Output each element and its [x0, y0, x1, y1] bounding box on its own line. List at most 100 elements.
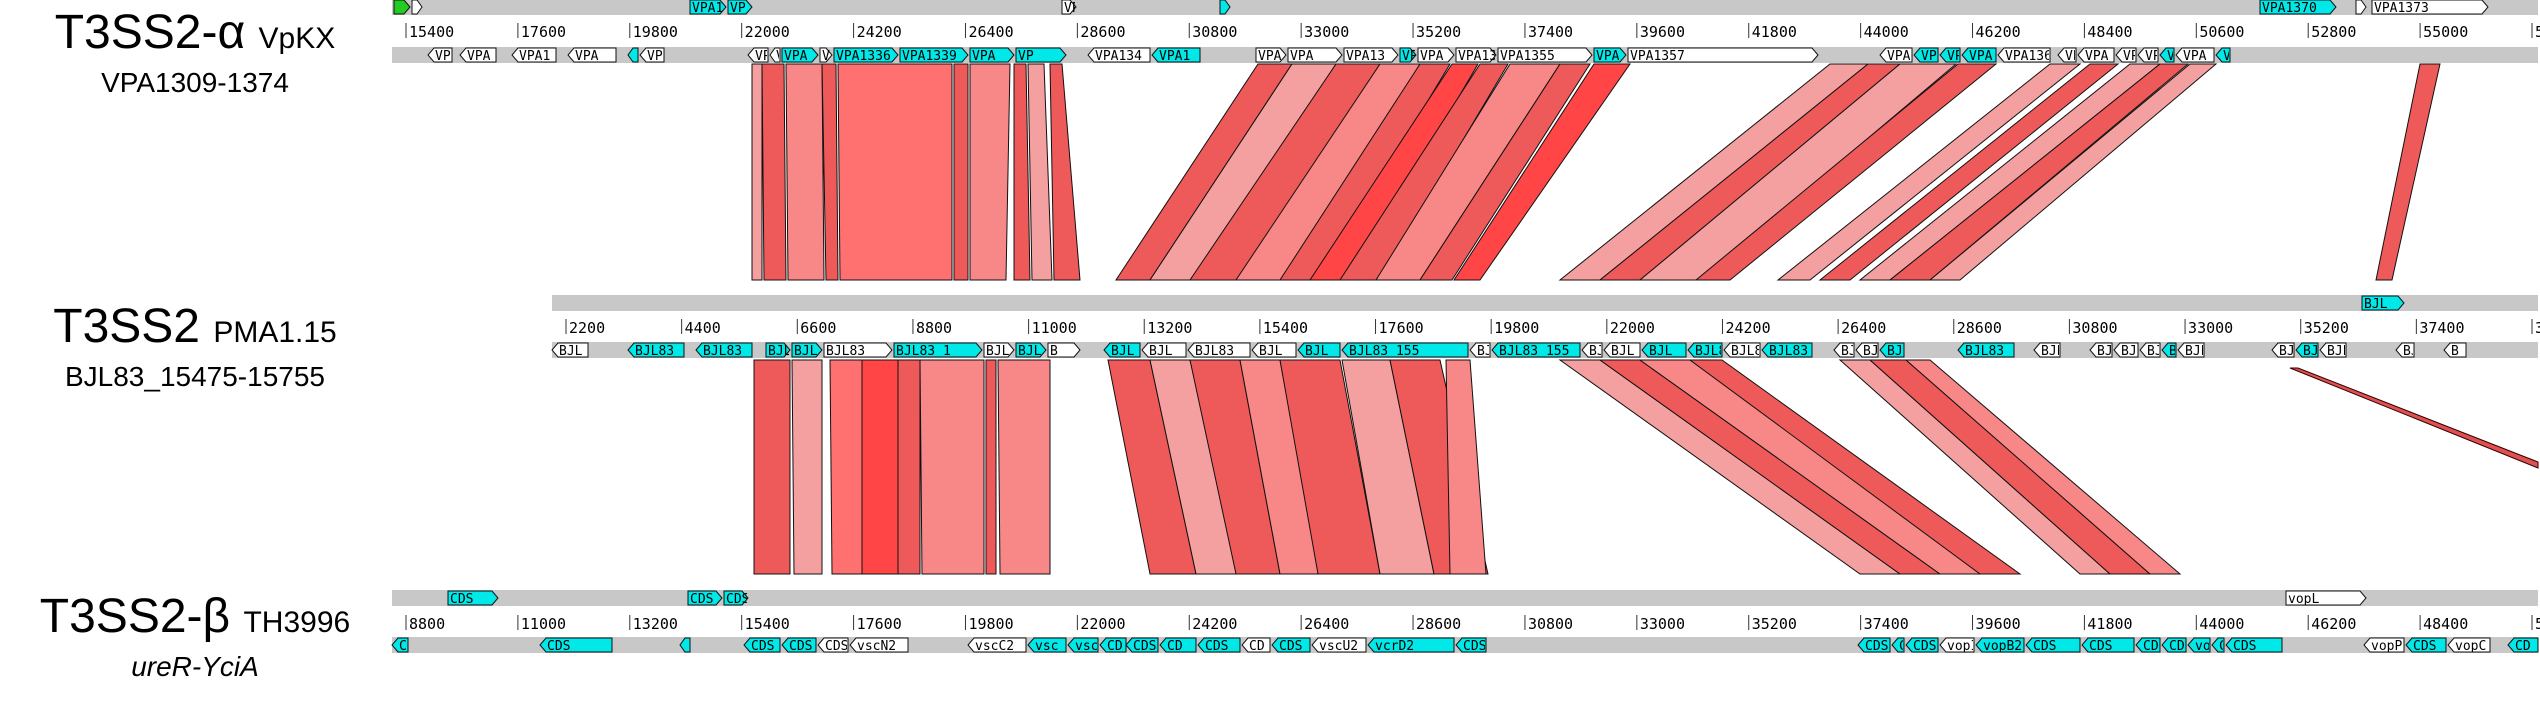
track-alpha: 15400 17600 19800 22000 24200 26400 28600 30800…: [392, 0, 2540, 64]
homology-link: [1904, 359, 2182, 575]
gene-label: BJL83: [1965, 344, 2004, 359]
gene-label: vscC2: [975, 639, 1014, 654]
gene-arrow: CDS: [687, 590, 723, 606]
gene-arrow: B: [2161, 342, 2177, 359]
gene-arrow: BJL: [2177, 342, 2205, 358]
gene-label: vopC: [2455, 639, 2486, 654]
gene-arrow: BJL: [2361, 295, 2405, 311]
gene-arrow: BJL: [1103, 342, 1141, 358]
gene-arrow: VPA: [2077, 47, 2115, 63]
gene-label: BJL83: [1731, 344, 1770, 359]
gene-arrow: [627, 47, 639, 63]
gene-arrow: BJL: [2395, 342, 2427, 359]
gene-label: VP: [730, 1, 746, 16]
gene-label: CDS: [825, 639, 848, 654]
gene-label: CDS: [2233, 639, 2256, 654]
ruler-tick-label: 37400: [1864, 615, 1909, 633]
gene-arrow: VP: [769, 47, 781, 63]
ruler-tick-label: 41800: [1752, 23, 1797, 41]
homology-link: [997, 359, 1051, 575]
system-name: T3SS2-β: [39, 590, 231, 643]
gene-arrow: BJL: [2319, 342, 2347, 358]
gene-arrow: BJL: [1641, 342, 1687, 358]
gene-label: BJL8: [1695, 344, 1726, 359]
gene-arrow: VPA136: [1997, 47, 2052, 64]
ruler-tick-label: 15400: [1263, 319, 1308, 337]
locus-range: VPA1309-1374: [101, 67, 289, 98]
homology-link: [821, 63, 839, 281]
ruler-tick-label: 35200: [1752, 615, 1797, 633]
ruler-tick-label: 33000: [1640, 615, 1685, 633]
gene-label: CDS: [1865, 639, 1888, 654]
gene-label: vscU2: [1319, 639, 1358, 654]
gene-arrow: BJL83: [1957, 342, 2015, 359]
ruler-tick-label: 48400: [2087, 23, 2132, 41]
homology-link: [751, 63, 763, 281]
gene-label: CD: [2143, 639, 2159, 654]
ruler-tick-label: 52800: [2311, 23, 2356, 41]
gene-arrow: vcrD2: [1367, 637, 1455, 653]
gene-arrow: CDS: [1857, 637, 1891, 654]
gene-label: CD: [1249, 639, 1265, 654]
strain-name: PMA1.15: [213, 316, 337, 349]
homology-link: [897, 359, 921, 575]
gene-arrow: VPA: [1417, 47, 1455, 64]
ruler-tick-label: 17600: [857, 615, 902, 633]
gene-arrow: BJL: [2033, 342, 2065, 359]
gene-label: VPA: [972, 49, 996, 64]
gene-label: VPA: [784, 49, 808, 64]
gene-arrow: VPA: [1939, 47, 1961, 63]
ruler-tick-label: 44000: [1864, 23, 1909, 41]
ruler-tick-label: 44000: [2199, 615, 2244, 633]
gene-arrow: vopL: [2285, 590, 2367, 606]
ruler-tick-label: 28600: [1080, 23, 1125, 41]
system-name: T3SS2: [53, 300, 200, 353]
gene-label: vo: [2195, 639, 2211, 654]
homology-link: [1049, 63, 1081, 281]
gene-label: VPA134: [1095, 49, 1142, 64]
gene-label: VPA1336: [836, 49, 891, 64]
gene-arrow: CDS: [781, 637, 817, 653]
homology-link: [837, 63, 953, 281]
ruler-tick-label: 35200: [1416, 23, 1461, 41]
ruler-tick-label: 46200: [1976, 23, 2021, 41]
gene-label: VP: [822, 49, 838, 64]
ruler-tick-label: 15400: [745, 615, 790, 633]
gene-label: VPA136: [2005, 49, 2052, 64]
gene-label: VPA1373: [2374, 1, 2429, 16]
gene-label: B: [2169, 344, 2177, 359]
homology-link: [1419, 63, 1591, 281]
homology-link: [969, 63, 1011, 281]
gene-label: BJL: [2041, 344, 2065, 359]
gene-arrow: BJL: [2113, 342, 2139, 358]
gene-label: BJL: [1305, 344, 1329, 359]
gene-label: VPA: [1420, 49, 1444, 64]
gene-label: BJL83 155: [1349, 344, 1419, 359]
gene-arrow: VPA1357: [1627, 47, 1819, 63]
forward-strand-bar: [552, 295, 2538, 311]
gene-arrow: VP: [819, 47, 838, 64]
gene-label: BJL83: [703, 344, 742, 359]
gene-label: BJL83: [635, 344, 674, 359]
gene-label: vopP: [2371, 639, 2402, 654]
gene-arrow: [2355, 0, 2367, 15]
gene-label: CD: [1107, 639, 1123, 654]
gene-arrow: BJL: [2089, 342, 2113, 358]
gene-arrow: BJL: [1879, 342, 1905, 358]
gene-label: BJL83 155: [1499, 344, 1569, 359]
gene-arrow: VP: [2115, 47, 2137, 63]
gene-arrow: C: [2211, 637, 2225, 653]
ruler-tick-label: 26400: [968, 23, 1013, 41]
gene-label: BJL: [2403, 344, 2427, 359]
gene-label: BJL83: [1769, 344, 1808, 359]
gene-label: BJL8: [2279, 344, 2310, 359]
ruler-tick-label: 8800: [409, 615, 445, 633]
gene-arrow: BJL83: [695, 342, 753, 359]
gene-arrow: vsc: [1027, 637, 1067, 653]
gene-arrow: VPA: [747, 47, 769, 63]
ruler-tick-label: 57200: [2535, 23, 2540, 41]
gene-label: V: [2223, 49, 2231, 64]
gene-arrow: CDS: [1125, 637, 1159, 653]
ruler-tick-label: 8800: [916, 319, 952, 337]
